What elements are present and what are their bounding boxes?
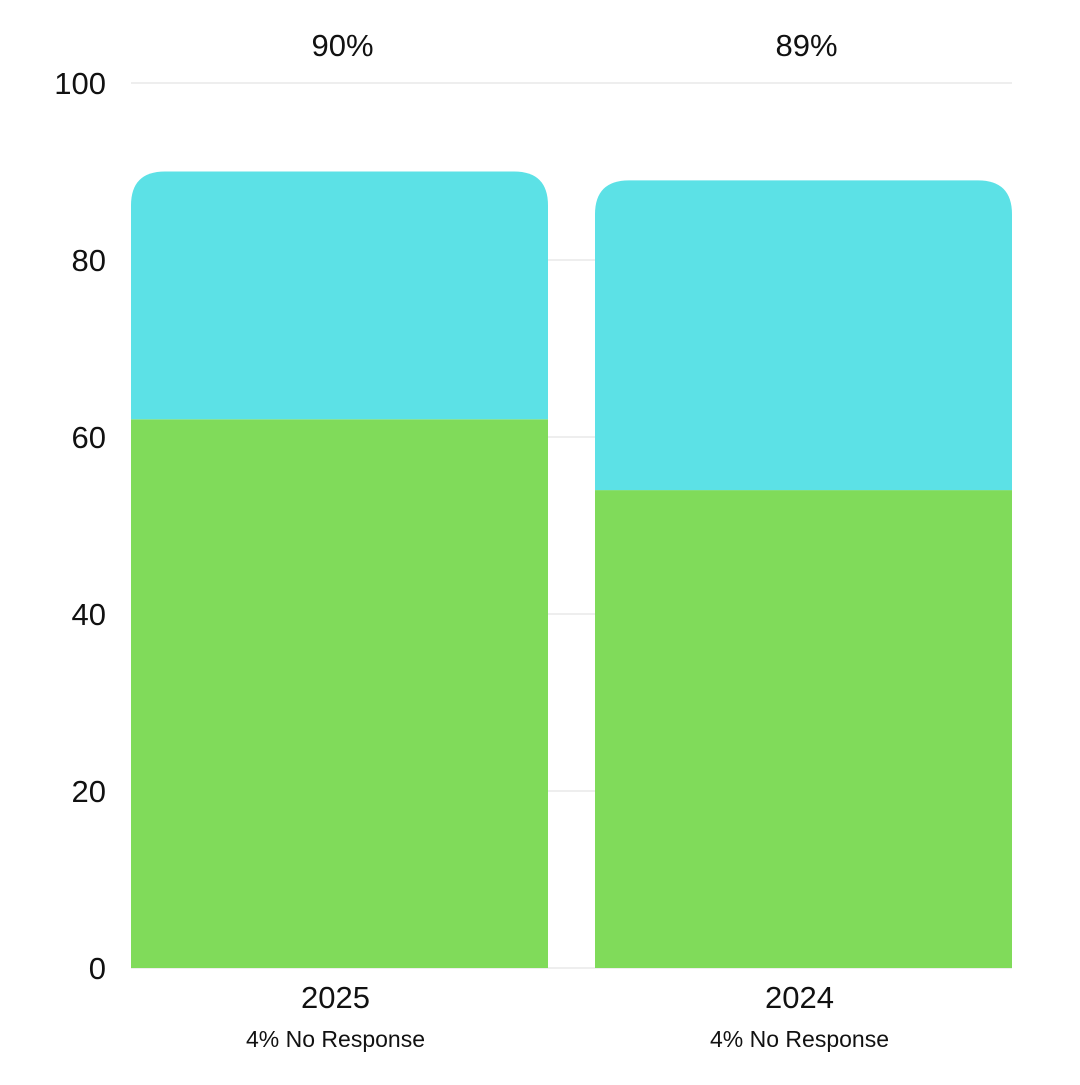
bar-segment	[595, 490, 1012, 968]
y-tick-label: 100	[54, 66, 106, 101]
y-tick-label: 80	[72, 243, 106, 278]
bar-segment	[131, 419, 548, 968]
bars	[131, 171, 1012, 968]
total-label: 89%	[775, 28, 837, 63]
bar-segment	[131, 171, 548, 420]
y-tick-label: 60	[72, 420, 106, 455]
bar-segment	[595, 180, 1012, 491]
y-tick-label: 40	[72, 597, 106, 632]
bar-labels: 90% 2025 4% No Response 89% 2024 4% No Respon…	[246, 28, 889, 1052]
y-tick-label: 0	[89, 951, 106, 986]
y-axis-ticks: 0 20 40 60 80 100	[54, 66, 106, 986]
y-tick-label: 20	[72, 774, 106, 809]
x-category-label: 2024	[765, 980, 834, 1015]
total-label: 90%	[311, 28, 373, 63]
no-response-label: 4% No Response	[246, 1026, 425, 1052]
x-category-label: 2025	[301, 980, 370, 1015]
no-response-label: 4% No Response	[710, 1026, 889, 1052]
